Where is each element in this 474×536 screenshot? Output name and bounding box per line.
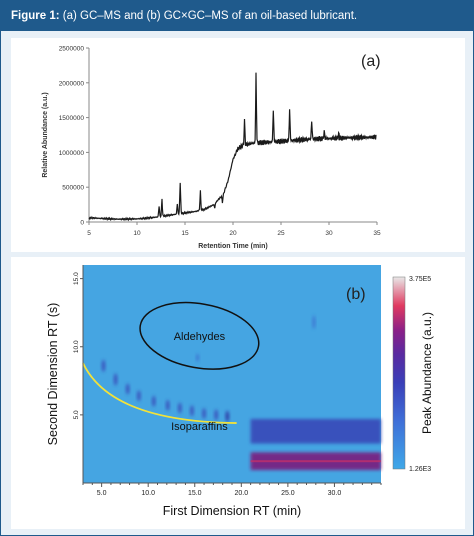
aldehydes-ellipse: [139, 301, 260, 370]
y-tick-label-0: 0: [80, 220, 84, 227]
chart-panel-b: Aldehydes Isoparaffins (b) 5.0 10.0 15.0 20.0 2…: [11, 257, 465, 529]
x-axis-label: Retention Time (min): [198, 243, 267, 250]
colorbar: [392, 276, 406, 470]
x-tick-label-15: 15: [181, 230, 189, 237]
heatmap-y-tick-label-1: 10.0: [73, 340, 80, 353]
heatmap-spot-12: [225, 410, 230, 422]
x-tick-label-20: 20: [229, 230, 237, 237]
x-tick-label-10: 10: [133, 230, 141, 237]
y-tick-label-500000: 500000: [62, 185, 84, 192]
heatmap-band-highlight: [250, 460, 381, 463]
figure-caption: Figure 1: (a) GC–MS and (b) GC×GC–MS of …: [1, 1, 473, 31]
panel-label-a: (a): [361, 53, 381, 70]
gcxgc-heatmap: Aldehydes Isoparaffins (b) 5.0 10.0 15.0 20.0 2…: [46, 265, 434, 518]
annotation-1: Isoparaffins: [171, 421, 228, 433]
heatmap-x-tick-label-2: 15.0: [188, 490, 202, 497]
y-tick-label-1500000: 1500000: [59, 115, 85, 122]
heatmap-spot-7: [165, 399, 170, 411]
y-axis-label: Relative Abundance (a.u.): [42, 92, 49, 177]
heatmap-y-tick-label-0: 5.0: [73, 410, 80, 419]
x-tick-label-35: 35: [373, 230, 381, 237]
heatmap-x-tick-label-4: 25.0: [281, 490, 295, 497]
heatmap-y-tick-label-2: 15.0: [73, 272, 80, 285]
figure-label: Figure 1:: [11, 10, 60, 22]
isoparaffins-curve: [82, 362, 237, 424]
y-tick-label-2000000: 2000000: [59, 80, 85, 87]
panel-label-b: (b): [346, 286, 366, 303]
heatmap-spot-4: [125, 383, 130, 395]
heatmap-spot-11: [214, 409, 219, 421]
x-tick-label-5: 5: [87, 230, 91, 237]
heatmap-spot-9: [190, 405, 194, 417]
heatmap-x-tick-label-3: 20.0: [235, 490, 249, 497]
heatmap-x-axis-label: First Dimension RT (min): [163, 504, 301, 518]
colorbar-min-label: 1.26E3: [409, 466, 431, 473]
heatmap-x-tick-label-5: 30.0: [328, 490, 342, 497]
y-tick-label-2500000: 2500000: [59, 46, 85, 53]
heatmap-spot-8: [177, 402, 182, 414]
heatmap-x-tick-label-1: 10.0: [141, 490, 155, 497]
heatmap-spot-5: [137, 390, 141, 402]
heatmap-spot-13: [196, 353, 200, 362]
x-tick-label-30: 30: [325, 230, 333, 237]
gcms-line-chart: 5 10 15 20 25 30 35 0 500000 1000000 1500000 200000…: [42, 46, 381, 251]
y-tick-label-1000000: 1000000: [59, 150, 85, 157]
chart-panel-a: 5 10 15 20 25 30 35 0 500000 1000000 1500000 200000…: [11, 38, 465, 252]
series-line-tic: [88, 72, 377, 222]
heatmap-band-0: [250, 418, 381, 444]
heatmap-spot-10: [202, 408, 206, 419]
heatmap-x-tick-label-0: 5.0: [97, 490, 107, 497]
heatmap-spot-3: [113, 373, 118, 386]
heatmap-spot-14: [312, 315, 316, 330]
colorbar-label: Peak Abundance (a.u.): [420, 312, 434, 434]
heatmap-spot-2: [101, 359, 106, 372]
annotation-0: Aldehydes: [174, 331, 226, 343]
figure-caption-text: (a) GC–MS and (b) GC×GC–MS of an oil-bas…: [62, 10, 358, 22]
heatmap-spot-6: [151, 395, 156, 407]
heatmap-y-axis-label: Second Dimension RT (s): [46, 303, 60, 446]
colorbar-max-label: 3.75E5: [409, 276, 431, 283]
heatmap-plot-area: [83, 265, 381, 483]
x-tick-label-25: 25: [277, 230, 285, 237]
